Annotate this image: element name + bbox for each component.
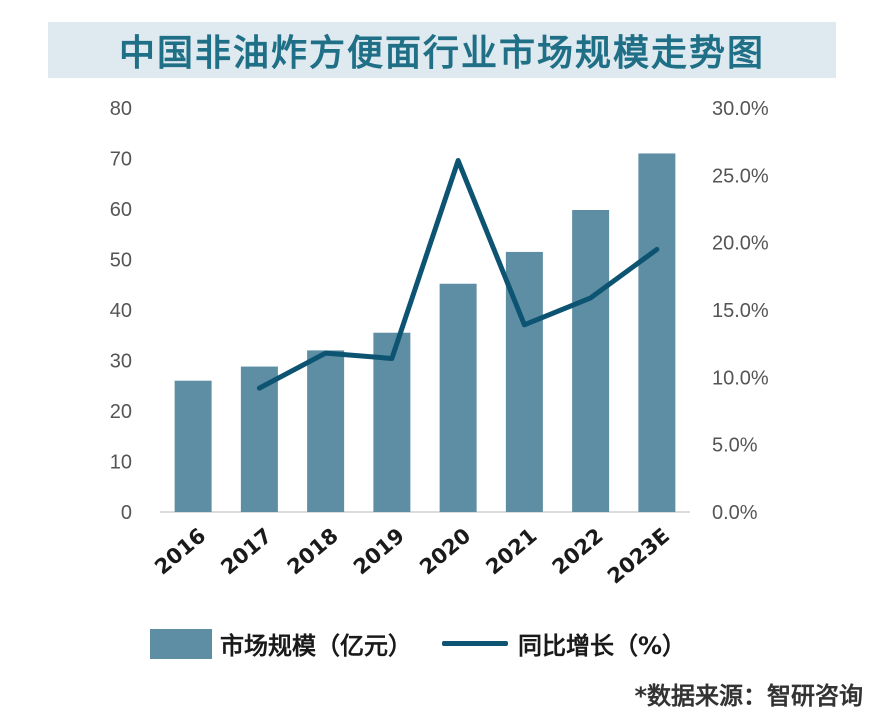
bar xyxy=(307,350,345,512)
legend-line-swatch xyxy=(442,641,508,646)
y-left-tick-label: 10 xyxy=(110,452,132,474)
source-note: *数据来源：智研咨询 xyxy=(634,682,863,710)
x-tick-label: 2017 xyxy=(216,523,276,579)
bar xyxy=(174,380,212,512)
x-tick-label: 2019 xyxy=(349,523,409,579)
x-tick-label: 2021 xyxy=(481,523,541,579)
y-right-tick-label: 5.0% xyxy=(712,435,758,457)
y-left-tick-label: 50 xyxy=(110,250,132,272)
chart-title: 中国非油炸方便面行业市场规模走势图 xyxy=(118,33,765,74)
y-right-tick-label: 30.0% xyxy=(712,98,769,120)
y-left-tick-label: 20 xyxy=(110,401,132,423)
bar xyxy=(638,153,676,512)
y-right-tick-label: 25.0% xyxy=(712,165,769,187)
y-left-tick-label: 70 xyxy=(110,149,132,171)
y-right-tick-label: 15.0% xyxy=(712,300,769,322)
x-tick-label: 2018 xyxy=(283,523,343,579)
y-right-tick-label: 0.0% xyxy=(712,502,758,524)
bar xyxy=(572,210,610,512)
chart-title-bar: 中国非油炸方便面行业市场规模走势图 xyxy=(48,22,836,78)
bar xyxy=(240,366,278,512)
y-right-tick-label: 20.0% xyxy=(712,233,769,255)
x-tick-label: 2016 xyxy=(150,523,210,579)
y-left-tick-label: 80 xyxy=(110,98,132,120)
legend-item-line: 同比增长（%） xyxy=(442,626,686,661)
y-left-tick-label: 40 xyxy=(110,300,132,322)
y-left-tick-label: 0 xyxy=(121,502,132,524)
legend-bar-label: 市场规模（亿元） xyxy=(220,632,412,660)
bar xyxy=(373,332,411,512)
legend: 市场规模（亿元） 同比增长（%） xyxy=(150,626,716,661)
y-left-tick-label: 30 xyxy=(110,351,132,373)
legend-item-bar: 市场规模（亿元） xyxy=(150,626,412,661)
x-tick-label: 2022 xyxy=(548,523,608,579)
y-right-tick-label: 10.0% xyxy=(712,367,769,389)
bar xyxy=(439,283,477,512)
x-tick-label: 2023E xyxy=(603,523,674,588)
legend-line-label: 同比增长（%） xyxy=(518,632,687,660)
x-tick-label: 2020 xyxy=(415,523,475,579)
legend-bar-swatch xyxy=(150,628,212,659)
y-left-tick-label: 60 xyxy=(110,199,132,221)
